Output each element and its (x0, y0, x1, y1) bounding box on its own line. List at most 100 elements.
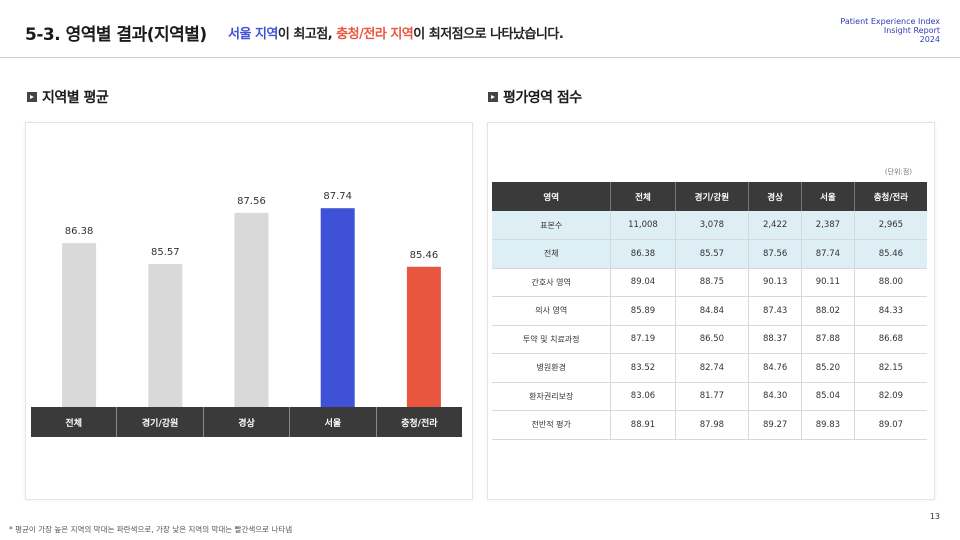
table-cell: 11,008 (610, 211, 676, 240)
subtitle-text-2: 이 최저점으로 나타났습니다. (413, 27, 564, 42)
table-panel: (단위:점) 영역 전체 경기/강원 경상 서울 충청/전라 표본수 11,008 3,078… (487, 122, 935, 500)
table-cell: 83.06 (610, 382, 676, 411)
bar-value-label-2: 87.56 (237, 196, 266, 207)
table-cell: 84.84 (675, 296, 750, 326)
bar-4 (406, 266, 441, 407)
x-tick-label-1: 경기/강원 (117, 407, 204, 437)
table-header-cell: 경상 (748, 182, 802, 211)
section-heading-regional: 지역별 평균 (27, 87, 109, 107)
table-header-row: 영역 전체 경기/강원 경상 서울 충청/전라 (492, 182, 927, 211)
section-heading-scores-label: 평가영역 점수 (503, 90, 582, 106)
table-row-label: 전체 (492, 239, 612, 269)
table-row: 환자권리보장 83.06 81.77 84.30 85.04 82.09 (492, 382, 927, 411)
table-cell: 87.74 (801, 239, 855, 269)
page-number: 13 (929, 512, 940, 521)
chart-panel: 86.38 85.57 87.56 87.74 85.46 전체 경기/강원 경상 서울 충청/… (25, 122, 473, 500)
section-heading-scores: 평가영역 점수 (488, 87, 582, 107)
table-cell: 87.19 (610, 325, 676, 354)
table-cell: 82.74 (675, 353, 750, 383)
table-cell: 87.98 (675, 410, 750, 440)
unit-label: (단위:점) (884, 168, 912, 176)
bar-value-label-3: 87.74 (323, 191, 352, 202)
brand-line-2: Insight Report (883, 26, 940, 35)
table-row: 의사 영역 85.89 84.84 87.43 88.02 84.33 (492, 296, 927, 326)
bar-3 (320, 208, 355, 407)
regional-bar-chart: 86.38 85.57 87.56 87.74 85.46 (62, 191, 441, 407)
table-cell: 87.88 (801, 325, 855, 354)
x-tick-label-2: 경상 (203, 407, 291, 437)
section-heading-regional-label: 지역별 평균 (42, 90, 109, 106)
table-cell: 2,387 (801, 211, 855, 240)
table-row-label: 환자권리보장 (492, 382, 612, 411)
bar-2 (234, 212, 269, 407)
footnote: * 평균이 가장 높은 지역의 막대는 파란색으로, 가장 낮은 지역의 막대는… (9, 525, 293, 534)
table-cell: 82.09 (854, 382, 927, 411)
chart-x-axis: 전체 경기/강원 경상 서울 충청/전라 (31, 407, 463, 437)
scores-table: 영역 전체 경기/강원 경상 서울 충청/전라 표본수 11,008 3,078 2,422 2,… (492, 182, 927, 440)
table-header-cell: 충청/전라 (854, 182, 927, 211)
table-body: 표본수 11,008 3,078 2,422 2,387 2,965 전체 86.38 85.5… (492, 211, 927, 440)
brand-line-1: Patient Experience Index (840, 17, 940, 26)
table-cell: 82.15 (854, 353, 927, 383)
table-row: 전체 86.38 85.57 87.56 87.74 85.46 (492, 239, 927, 269)
table-row-label: 표본수 (492, 211, 612, 240)
table-cell: 88.75 (675, 268, 750, 297)
table-cell: 86.68 (854, 325, 927, 354)
arrow-square-icon (488, 92, 498, 102)
table-cell: 85.20 (801, 353, 855, 383)
table-cell: 88.91 (610, 410, 676, 440)
table-cell: 83.52 (610, 353, 676, 383)
table-cell: 88.37 (748, 325, 802, 354)
table-header-cell: 서울 (801, 182, 855, 211)
bar-0 (62, 243, 97, 407)
report-brand: Patient Experience Index Insight Report … (840, 17, 940, 44)
bar-value-label-4: 85.46 (410, 250, 439, 261)
arrow-square-icon (27, 92, 37, 102)
table-row-label: 전반적 평가 (492, 410, 612, 440)
table-cell: 85.04 (801, 382, 855, 411)
table-row: 전반적 평가 88.91 87.98 89.27 89.83 89.07 (492, 410, 927, 440)
table-cell: 85.46 (854, 239, 927, 269)
bar-1 (148, 263, 183, 407)
table-cell: 86.38 (610, 239, 676, 269)
table-cell: 81.77 (675, 382, 750, 411)
table-cell: 87.43 (748, 296, 802, 326)
table-cell: 84.76 (748, 353, 802, 383)
table-row-label: 의사 영역 (492, 296, 612, 326)
subtitle-text-1: 이 최고점, (277, 27, 337, 42)
table-cell: 88.02 (801, 296, 855, 326)
table-row: 간호사 영역 89.04 88.75 90.13 90.11 88.00 (492, 268, 927, 297)
page-header: 5-3. 영역별 결과(지역별) 서울 지역이 최고점, 충청/전라 지역이 최… (0, 0, 960, 58)
table-row: 표본수 11,008 3,078 2,422 2,387 2,965 (492, 211, 927, 240)
page-subtitle: 서울 지역이 최고점, 충청/전라 지역이 최저점으로 나타났습니다. (228, 23, 564, 42)
table-row: 병원환경 83.52 82.74 84.76 85.20 82.15 (492, 353, 927, 383)
bar-value-label-1: 85.57 (151, 247, 180, 258)
subtitle-highlight-low: 충청/전라 지역 (336, 27, 414, 42)
table-cell: 86.50 (675, 325, 750, 354)
subtitle-highlight-high: 서울 지역 (228, 27, 278, 42)
table-header-cell: 경기/강원 (675, 182, 750, 211)
table-header-cell: 전체 (610, 182, 676, 211)
table-cell: 90.11 (801, 268, 855, 297)
table-cell: 89.04 (610, 268, 676, 297)
x-tick-label-0: 전체 (31, 407, 118, 437)
table-row: 투약 및 치료과정 87.19 86.50 88.37 87.88 86.68 (492, 325, 927, 354)
table-cell: 85.89 (610, 296, 676, 326)
table-row-label: 간호사 영역 (492, 268, 612, 297)
bar-value-label-0: 86.38 (65, 226, 94, 237)
table-cell: 84.33 (854, 296, 927, 326)
table-cell: 88.00 (854, 268, 927, 297)
table-cell: 89.83 (801, 410, 855, 440)
table-header-cell: 영역 (492, 182, 612, 211)
table-cell: 85.57 (675, 239, 750, 269)
table-cell: 84.30 (748, 382, 802, 411)
page-title: 5-3. 영역별 결과(지역별) (25, 25, 207, 45)
table-cell: 3,078 (675, 211, 750, 240)
brand-line-3: 2024 (919, 35, 940, 44)
table-row-label: 병원환경 (492, 353, 612, 383)
table-cell: 2,422 (748, 211, 802, 240)
table-row-label: 투약 및 치료과정 (492, 325, 612, 354)
table-cell: 87.56 (748, 239, 802, 269)
table-cell: 89.27 (748, 410, 802, 440)
x-tick-label-3: 서울 (290, 407, 377, 437)
